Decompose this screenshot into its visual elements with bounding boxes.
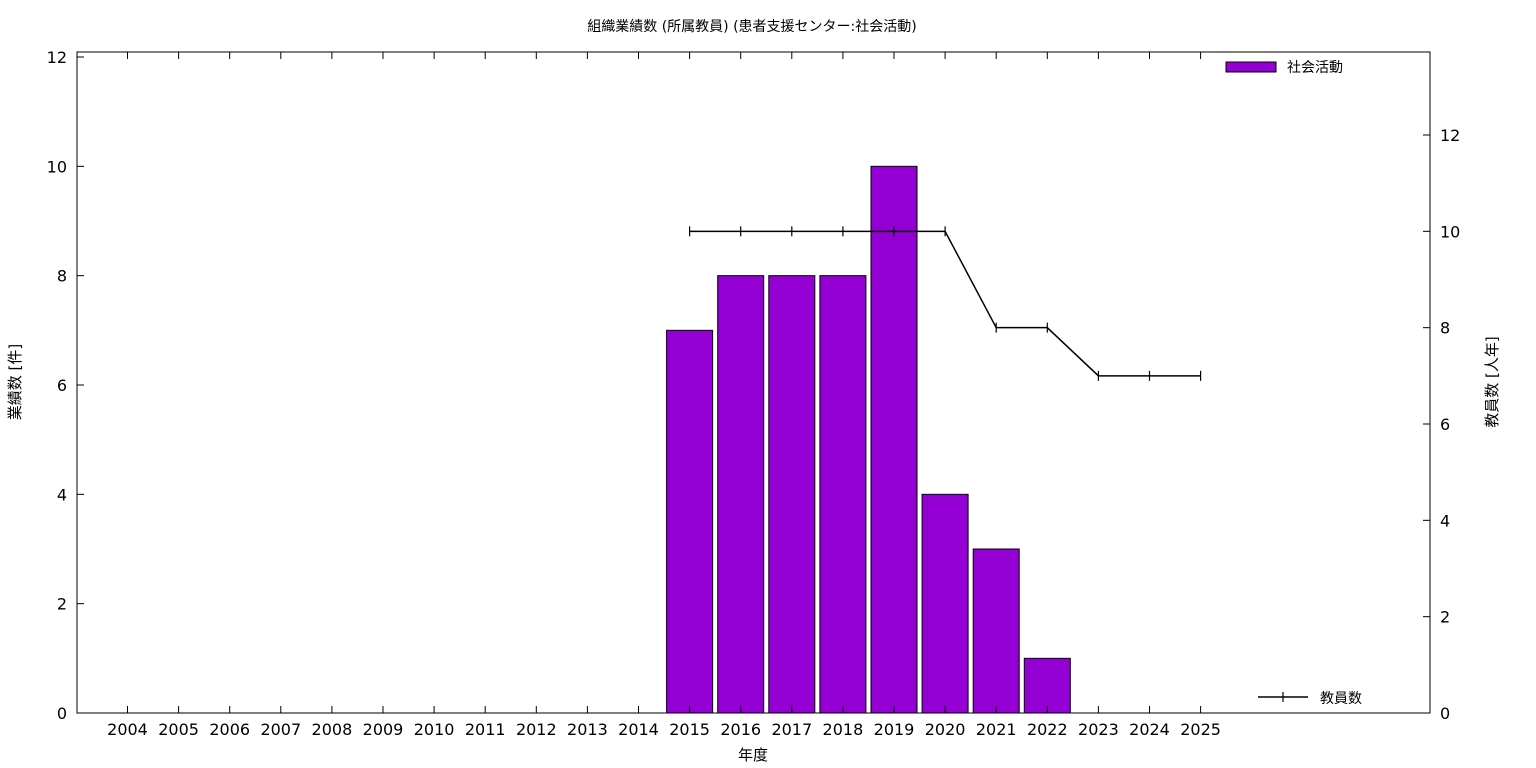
legend-line-label: 教員数 [1320, 691, 1362, 707]
legend-line: 教員数 [1258, 691, 1362, 707]
y2-tick-label: 4 [1440, 511, 1450, 530]
x-tick-label: 2013 [567, 720, 608, 739]
y2-tick-label: 10 [1440, 222, 1460, 241]
x-tick-label: 2023 [1078, 720, 1119, 739]
y-axis-label: 業績数 [件] [6, 344, 24, 420]
x-tick-label: 2008 [312, 720, 353, 739]
bar [768, 275, 816, 714]
line-series [689, 230, 1201, 377]
y-axis-left: 0 2 4 6 8 10 12 [47, 48, 84, 723]
y2-axis-label: 教員数 [人年] [1483, 336, 1501, 427]
x-tick-label: 2012 [516, 720, 557, 739]
y2-tick-label: 8 [1440, 319, 1450, 338]
legend-bar-label: 社会活動 [1287, 60, 1343, 76]
y-tick-label: 10 [47, 157, 67, 176]
y-tick-label: 0 [57, 704, 67, 723]
x-tick-label: 2019 [874, 720, 915, 739]
y-tick-label: 12 [47, 48, 67, 67]
bars-group [666, 165, 1071, 714]
line-group [688, 226, 1202, 381]
x-tick-label: 2017 [771, 720, 812, 739]
x-tick-label: 2024 [1129, 720, 1170, 739]
legend-bar-swatch [1225, 61, 1277, 73]
y2-tick-label: 12 [1440, 126, 1460, 145]
bar [666, 329, 714, 714]
x-axis: 2004 2005 2006 2007 2008 2009 2010 2011 2012 2013… [107, 52, 1221, 739]
x-tick-label: 2014 [618, 720, 659, 739]
y-tick-label: 8 [57, 267, 67, 286]
bar [819, 275, 867, 714]
x-axis-label: 年度 [738, 746, 768, 764]
bar [1023, 657, 1071, 714]
legend-bars: 社会活動 [1225, 60, 1343, 76]
y-tick-label: 2 [57, 595, 67, 614]
x-tick-label: 2006 [209, 720, 250, 739]
y-axis-right: 0 2 4 6 8 10 12 [1423, 126, 1460, 723]
y2-tick-label: 0 [1440, 704, 1450, 723]
x-tick-label: 2005 [158, 720, 199, 739]
x-tick-label: 2022 [1027, 720, 1068, 739]
x-tick-label: 2015 [669, 720, 710, 739]
bar [972, 548, 1020, 714]
chart-title: 組織業績数 (所属教員) (患者支援センター:社会活動) [587, 19, 916, 35]
x-tick-label: 2007 [260, 720, 301, 739]
x-tick-label: 2011 [465, 720, 506, 739]
y2-tick-label: 2 [1440, 608, 1450, 627]
x-tick-label: 2020 [925, 720, 966, 739]
y-tick-label: 4 [57, 485, 67, 504]
bar [870, 165, 918, 714]
x-tick-label: 2018 [823, 720, 864, 739]
x-tick-label: 2004 [107, 720, 148, 739]
x-tick-label: 2025 [1180, 720, 1221, 739]
y-tick-label: 6 [57, 376, 67, 395]
bar [921, 493, 969, 714]
y2-tick-label: 6 [1440, 415, 1450, 434]
x-tick-label: 2010 [414, 720, 455, 739]
x-tick-label: 2009 [363, 720, 404, 739]
x-tick-label: 2021 [976, 720, 1017, 739]
bar [717, 275, 765, 714]
x-tick-label: 2016 [720, 720, 761, 739]
